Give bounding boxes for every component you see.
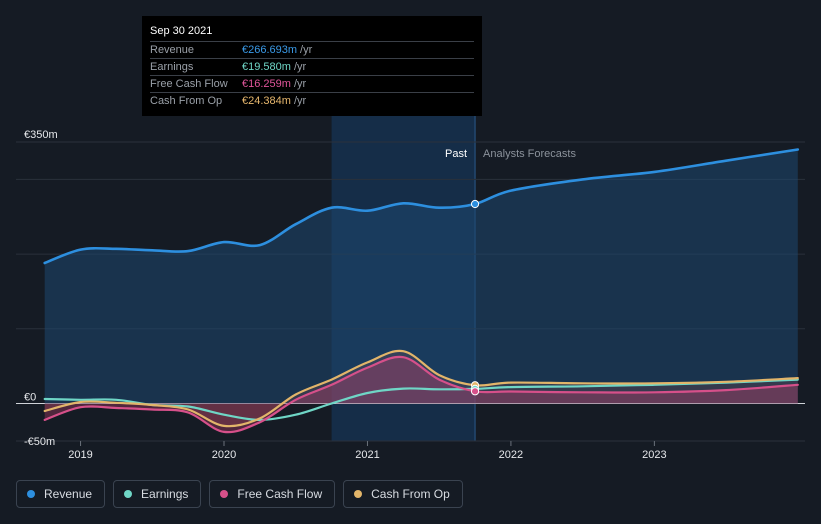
x-tick-label: 2022 — [499, 449, 523, 461]
tooltip-row-earnings: Earnings €19.580m/yr — [150, 59, 474, 76]
x-tick-label: 2023 — [642, 449, 666, 461]
y-tick-label: €350m — [24, 129, 58, 141]
tooltip-label: Revenue — [150, 44, 195, 56]
legend: Revenue Earnings Free Cash Flow Cash From O… — [16, 480, 463, 508]
tooltip-unit: /yr — [300, 44, 313, 56]
x-tick-label: 2020 — [212, 449, 236, 461]
y-tick-label: €0 — [24, 392, 36, 404]
tooltip-label: Cash From Op — [150, 95, 223, 107]
legend-dot-icon — [220, 490, 229, 498]
hover-tooltip: Sep 30 2021 Revenue €266.693m/yr Earnings €… — [142, 16, 482, 116]
legend-label: Earnings — [141, 487, 189, 501]
tooltip-unit: /yr — [293, 61, 307, 73]
tooltip-row-free-cash-flow: Free Cash Flow €16.259m/yr — [150, 76, 474, 93]
legend-dot-icon — [27, 490, 35, 498]
tooltip-value: €19.580m — [242, 61, 291, 73]
line-revenue — [43, 148, 800, 265]
tooltip-unit: /yr — [293, 78, 307, 90]
line-fcf — [43, 355, 799, 434]
tooltip-value: €16.259m — [242, 78, 291, 90]
tooltip-label: Earnings — [150, 61, 194, 73]
legend-dot-icon — [354, 490, 363, 498]
x-tick-label: 2019 — [68, 449, 92, 461]
legend-item-earnings[interactable]: Earnings — [113, 480, 202, 508]
tooltip-row-cash-from-op: Cash From Op €24.384m/yr — [150, 93, 474, 109]
area-revenue — [44, 149, 798, 404]
line-cfo — [43, 349, 799, 428]
tooltip-unit: /yr — [293, 95, 307, 107]
forecast-label: Analysts Forecasts — [483, 148, 576, 160]
x-tick-label: 2021 — [355, 449, 379, 461]
area-fcf — [44, 356, 798, 433]
legend-item-cash-from-op[interactable]: Cash From Op — [343, 480, 463, 508]
tooltip-row-revenue: Revenue €266.693m/yr — [150, 42, 474, 59]
tooltip-value: €24.384m — [242, 95, 291, 107]
y-tick-label: -€50m — [24, 436, 55, 448]
series-lines — [43, 148, 800, 434]
legend-item-free-cash-flow[interactable]: Free Cash Flow — [209, 480, 336, 508]
tooltip-label: Free Cash Flow — [150, 78, 228, 90]
markers — [470, 199, 480, 396]
marker-fcf — [470, 387, 480, 396]
legend-label: Cash From Op — [371, 487, 450, 501]
tooltip-date: Sep 30 2021 — [150, 24, 474, 42]
legend-label: Revenue — [44, 487, 93, 501]
tooltip-value: €266.693m — [242, 44, 298, 56]
tooltip-rows: Revenue €266.693m/yr Earnings €19.580m/yr Fr… — [150, 42, 474, 109]
legend-item-revenue[interactable]: Revenue — [16, 480, 106, 508]
legend-dot-icon — [124, 490, 133, 498]
legend-label: Free Cash Flow — [237, 487, 323, 501]
axes: €350m €0 -€50m 2019 2020 2021 2022 2023 Past Anal… — [24, 129, 667, 461]
marker-revenue — [470, 199, 480, 209]
past-label: Past — [445, 148, 467, 160]
